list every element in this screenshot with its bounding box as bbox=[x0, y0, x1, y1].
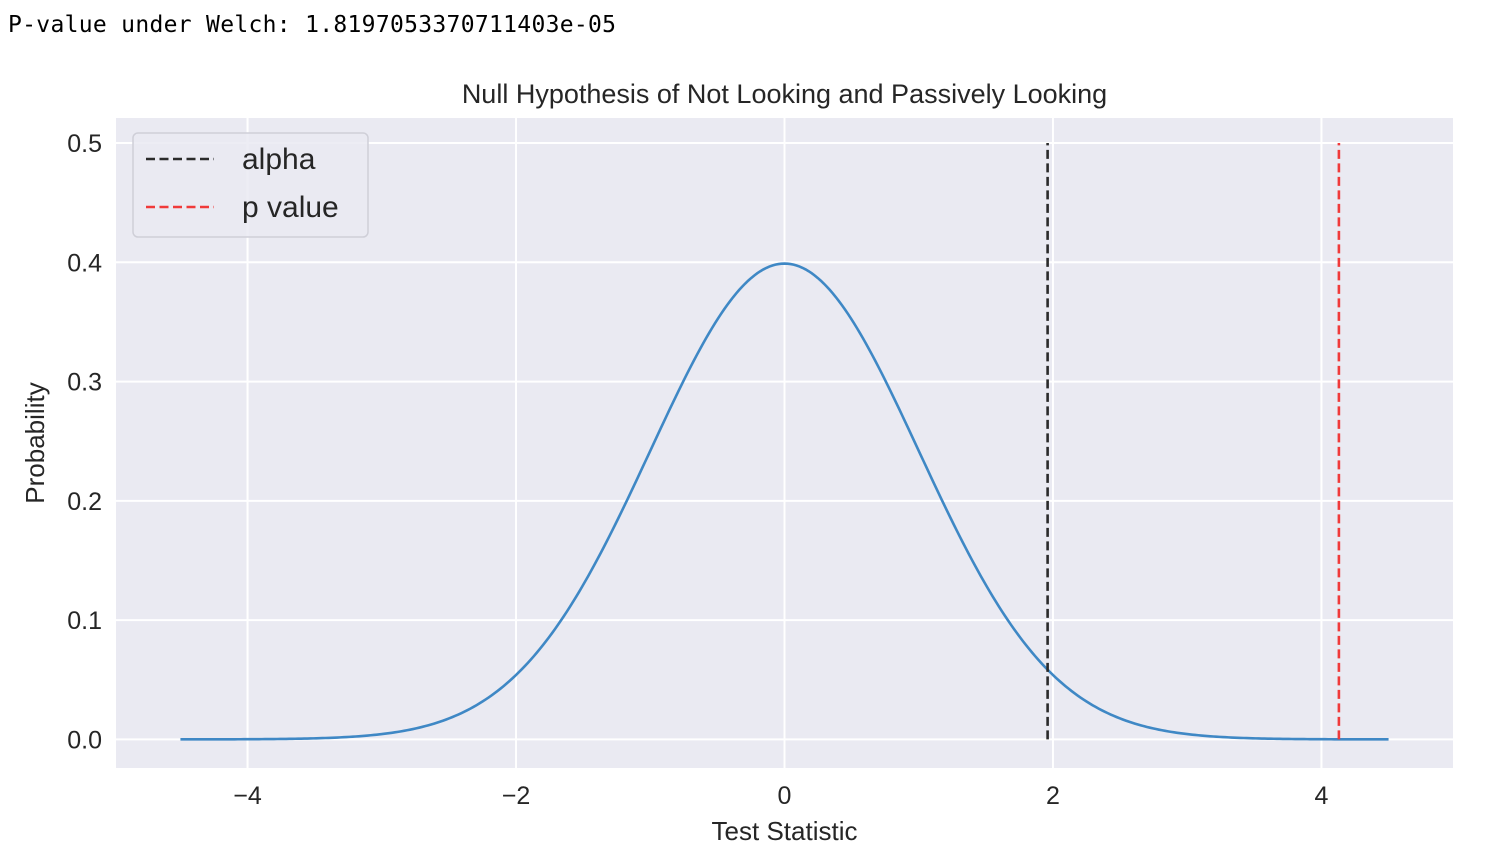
x-axis-label: Test Statistic bbox=[712, 816, 858, 846]
y-tick-label: 0.2 bbox=[67, 488, 102, 516]
x-tick-label: 0 bbox=[778, 782, 792, 810]
y-axis-ticks: 0.0 0.1 0.2 0.3 0.4 0.5 bbox=[67, 130, 102, 754]
chart-title: Null Hypothesis of Not Looking and Passi… bbox=[462, 79, 1107, 109]
legend: alpha p value bbox=[132, 132, 369, 238]
y-tick-label: 0.0 bbox=[67, 726, 102, 754]
curve-layer bbox=[180, 262, 1389, 741]
y-tick-label: 0.5 bbox=[67, 130, 102, 158]
y-tick-label: 0.3 bbox=[67, 369, 102, 397]
x-tick-label: −2 bbox=[502, 782, 531, 810]
x-tick-label: 2 bbox=[1046, 782, 1060, 810]
x-axis-ticks: −4 −2 0 2 4 bbox=[233, 782, 1328, 810]
vline-layer bbox=[1046, 143, 1341, 740]
legend-label-alpha: alpha bbox=[242, 143, 316, 176]
density-curve bbox=[180, 262, 1389, 741]
output-text: P-value under Welch: 1.8197053370711403e… bbox=[8, 12, 617, 38]
y-axis-label: Probability bbox=[20, 382, 50, 503]
y-tick-label: 0.4 bbox=[67, 249, 102, 277]
x-tick-label: 4 bbox=[1314, 782, 1328, 810]
y-tick-label: 0.1 bbox=[67, 607, 102, 635]
x-tick-label: −4 bbox=[233, 782, 262, 810]
legend-label-p-value: p value bbox=[242, 191, 339, 224]
